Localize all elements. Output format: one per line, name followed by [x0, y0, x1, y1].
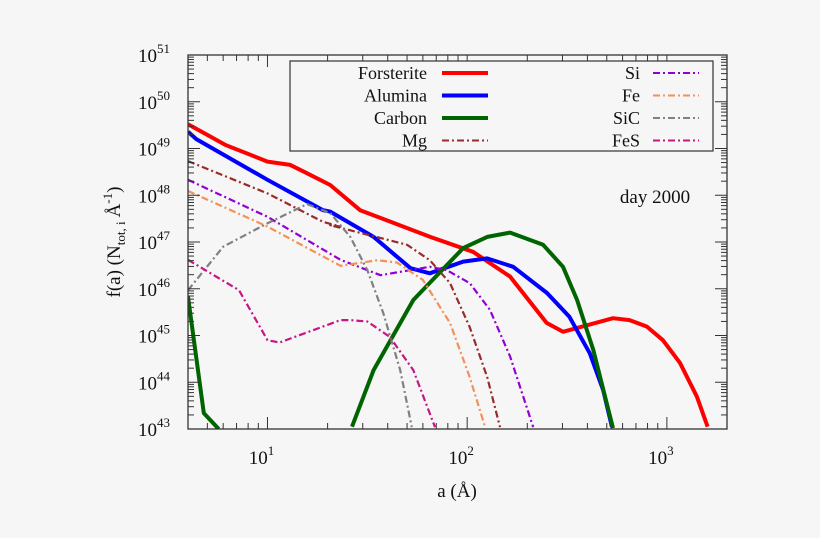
y-axis-label: f(a) (Ntot, iÅ-1) [100, 187, 128, 298]
y-tick-label: 1046 [138, 275, 171, 301]
legend-label-mg: Mg [402, 131, 427, 151]
ticks: 101 102 103 1043 1044 1045 1046 1047 1048 1049 105… [138, 41, 728, 469]
series-line-fes [188, 258, 437, 428]
y-tick-label: 1044 [138, 368, 171, 394]
series-line-alumina [188, 130, 614, 428]
series-line-carbon [188, 296, 221, 429]
series-line-sic [188, 203, 413, 428]
curves [188, 122, 710, 429]
legend-box [289, 60, 714, 152]
y-tick-label: 1050 [138, 88, 170, 114]
annotation-day: day 2000 [620, 187, 690, 208]
series-line-si [188, 178, 535, 428]
x-tick-label: 101 [249, 443, 275, 469]
series-line-mg [188, 160, 502, 428]
legend-label-sic: SiC [613, 108, 640, 128]
legend-label-fes: FeS [612, 131, 640, 151]
y-tick-label: 1051 [138, 41, 170, 67]
y-tick-label: 1043 [138, 415, 170, 441]
y-tick-label: 1049 [138, 135, 170, 161]
x-tick-label: 102 [448, 443, 474, 469]
legend-label-forsterite: Forsterite [358, 63, 427, 83]
series-line-carbon [350, 230, 615, 429]
series-line-forsterite [188, 122, 710, 428]
legend-label-alumina: Alumina [364, 86, 427, 106]
legend-label-carbon: Carbon [374, 108, 427, 128]
y-tick-label: 1048 [138, 181, 170, 207]
x-tick-label: 103 [648, 443, 674, 469]
legend-label-fe: Fe [622, 86, 640, 106]
x-axis-label: a (Å) [437, 481, 477, 502]
legend-label-si: Si [625, 63, 640, 83]
y-tick-label: 1047 [138, 228, 171, 254]
y-tick-label: 1045 [138, 322, 170, 348]
